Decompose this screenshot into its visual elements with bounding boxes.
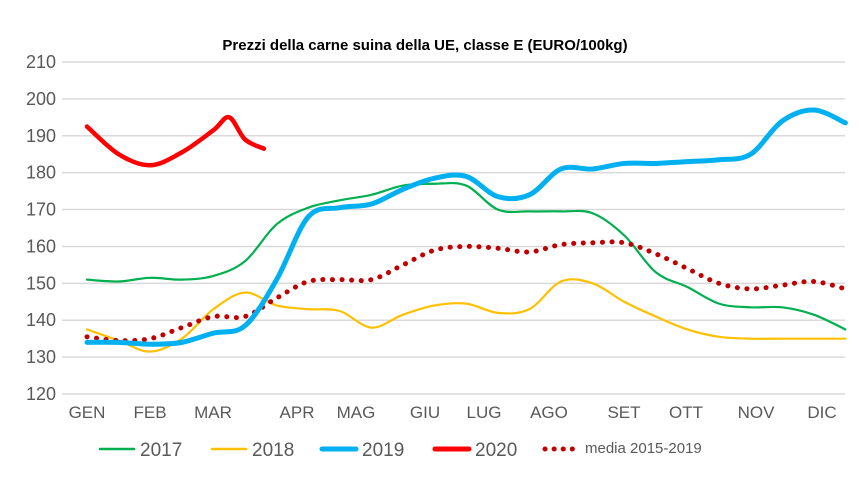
x-tick-label: GEN [69,403,106,422]
series-line-2017 [85,181,847,331]
y-tick-label: 180 [26,163,56,183]
legend-label: 2020 [475,440,517,461]
y-tick-label: 200 [26,89,56,109]
x-tick-label: AGO [530,403,568,422]
x-tick-label: DIC [807,403,836,422]
x-tick-label: GIU [410,403,440,422]
x-tick-label: APR [280,403,315,422]
legend-label: 2019 [362,440,404,461]
series-line-2019 [84,107,848,347]
x-tick-label: MAR [194,403,232,422]
legend-label: 2017 [140,440,182,461]
y-tick-label: 150 [26,273,56,293]
legend-label: media 2015-2019 [585,440,702,457]
x-tick-label: MAG [337,403,376,422]
y-tick-label: 160 [26,236,56,256]
y-tick-label: 130 [26,347,56,367]
x-tick-label: SET [607,403,640,422]
y-tick-label: 210 [26,52,56,72]
x-tick-label: LUG [467,403,502,422]
y-tick-label: 170 [26,200,56,220]
series-line-media-2015-2019 [84,239,848,344]
y-tick-label: 190 [26,126,56,146]
chart-title: Prezzi della carne suina della UE, class… [222,37,627,54]
x-tick-label: OTT [669,403,703,422]
legend-label: 2018 [252,440,294,461]
y-tick-label: 140 [26,310,56,330]
x-tick-label: NOV [738,403,776,422]
series-line-2018 [85,278,847,353]
x-tick-label: FEB [133,403,166,422]
y-tick-label: 120 [26,384,56,404]
series-line-2020 [84,114,267,168]
